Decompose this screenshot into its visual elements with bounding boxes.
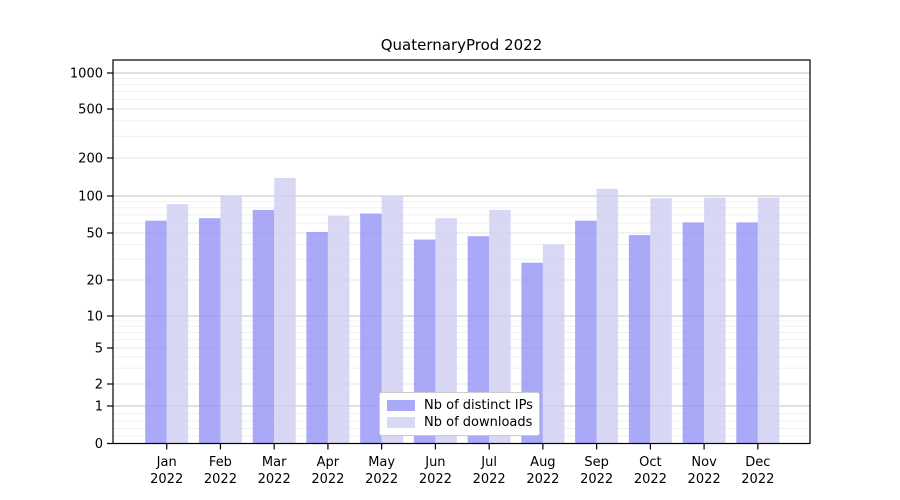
y-tick-label: 2 [95,378,103,393]
bar-distinct-ips [252,209,275,444]
bar-distinct-ips [306,231,328,444]
bar-downloads [274,177,296,444]
bar-downloads [435,218,457,444]
legend-swatch-downloads [387,417,415,429]
bar-distinct-ips [736,222,758,444]
x-tick-label-month: Jul [480,455,497,470]
x-tick-label-year: 2022 [580,472,613,487]
x-tick-label-year: 2022 [311,472,344,487]
bar-downloads [381,195,404,444]
x-tick-label-year: 2022 [258,472,291,487]
x-tick-label-month: Jun [424,455,445,470]
x-tick-label-month: May [368,455,395,470]
x-tick-label-month: Feb [209,455,232,470]
x-tick-label-month: Mar [262,455,287,470]
x-tick-label-month: Apr [317,455,340,470]
y-tick-label: 500 [78,103,103,118]
y-tick-label: 200 [78,152,103,167]
x-tick-label-month: Jan [156,455,177,470]
x-tick-label-month: Dec [745,455,770,470]
x-tick-label-year: 2022 [526,472,559,487]
legend-label-downloads: Nb of downloads [424,415,533,431]
x-tick-label-month: Oct [639,455,661,470]
x-tick-label-year: 2022 [741,472,774,487]
axes [112,59,811,445]
bar-downloads [220,196,242,444]
bar-downloads [166,204,189,444]
bar-downloads [542,244,565,444]
legend: Nb of distinct IPs Nb of downloads [379,392,540,436]
y-tick-label: 5 [95,342,103,357]
y-tick-label: 0 [95,437,103,452]
x-tick-label-year: 2022 [150,472,183,487]
x-tick-label-year: 2022 [365,472,398,487]
bars [145,177,780,444]
bar-downloads [650,198,672,444]
x-tick-label-year: 2022 [634,472,667,487]
y-tick-label: 50 [86,227,103,242]
y-tick-label: 10 [86,310,103,325]
x-axis: Jan 2022 Feb 2022 Mar 2022 Apr 2022 May 2022 Jun 20… [150,443,774,487]
x-tick-label-year: 2022 [688,472,721,487]
bar-distinct-ips [628,235,651,444]
bar-downloads [596,188,619,444]
chart-title: QuaternaryProd 2022 [380,36,543,54]
bar-distinct-ips [360,213,382,444]
y-tick-label: 100 [78,190,103,205]
bar-distinct-ips [575,220,597,444]
x-tick-label-month: Sep [584,455,609,470]
bar-distinct-ips [682,222,705,444]
x-tick-label-year: 2022 [473,472,506,487]
legend-swatch-distinct-ips [387,399,415,411]
bar-downloads [757,197,780,444]
y-axis: 0 1 2 5 10 20 50 100 200 500 1000 [70,67,113,452]
legend-item-distinct-ips: Nb of distinct IPs [387,398,533,413]
bar-distinct-ips [467,236,490,444]
y-tick-label: 1 [95,400,103,415]
y-tick-label: 20 [86,274,103,289]
x-tick-label-month: Nov [691,455,717,470]
x-tick-label-year: 2022 [204,472,237,487]
plot-border [112,59,811,445]
bar-downloads [489,209,511,444]
x-tick-label-month: Aug [530,455,555,470]
y-tick-label: 1000 [70,67,103,82]
legend-label-distinct-ips: Nb of distinct IPs [424,397,533,413]
legend-item-downloads: Nb of downloads [387,415,533,430]
bar-downloads [327,215,350,444]
bar-downloads [704,197,726,444]
bar-distinct-ips [145,220,167,444]
x-tick-label-year: 2022 [419,472,452,487]
bar-distinct-ips [198,218,221,444]
